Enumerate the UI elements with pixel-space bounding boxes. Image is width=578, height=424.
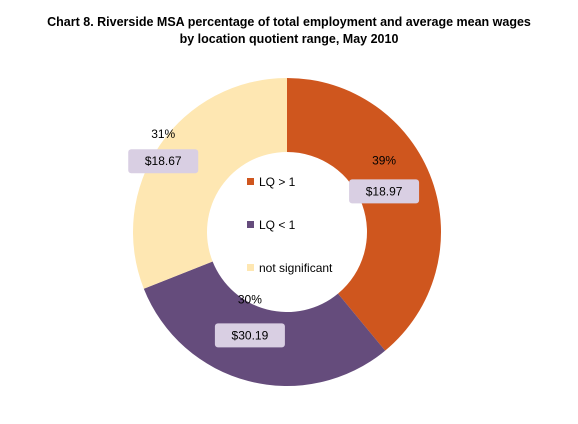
slice-lq-1 bbox=[287, 78, 442, 351]
chart-subtitle: by location quotient range, May 2010 bbox=[180, 32, 399, 46]
wage-label-box-not-significant bbox=[128, 149, 199, 174]
wage-label-lq-1: $30.19 bbox=[232, 328, 269, 342]
legend-swatch-not-significant bbox=[247, 264, 254, 271]
pct-label-lq-1: 30% bbox=[238, 292, 262, 306]
legend-swatch-lq-1 bbox=[247, 221, 254, 228]
pct-label-not-significant: 31% bbox=[151, 127, 175, 141]
wage-label-box-lq-1 bbox=[349, 179, 420, 204]
slice-not-significant bbox=[132, 78, 287, 289]
wage-label-box-lq-1 bbox=[214, 323, 285, 348]
labels-layer: 39% $18.97 30% $30.19 31% $18.67 bbox=[128, 127, 420, 348]
wage-label-not-significant: $18.67 bbox=[145, 154, 182, 168]
legend-label-not-significant: not significant bbox=[259, 261, 333, 275]
legend-label-lq-1: LQ < 1 bbox=[259, 218, 296, 232]
slices-layer bbox=[132, 78, 442, 386]
pct-label-lq-1: 39% bbox=[372, 153, 396, 167]
legend-label-lq-1: LQ > 1 bbox=[259, 175, 296, 189]
legend: LQ > 1 LQ < 1 not significant bbox=[247, 175, 333, 275]
wage-label-lq-1: $18.97 bbox=[366, 184, 403, 198]
legend-swatch-lq-1 bbox=[247, 178, 254, 185]
chart-title: Chart 8. Riverside MSA percentage of tot… bbox=[47, 15, 531, 29]
